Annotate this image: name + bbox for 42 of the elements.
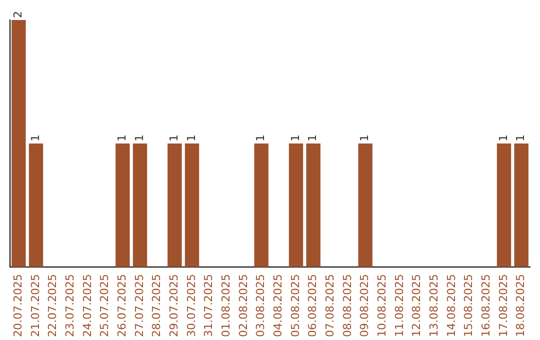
data-label: 1 (288, 134, 302, 142)
x-tick-label: 16.08.2025 (480, 274, 493, 338)
x-tick-label: 15.08.2025 (462, 274, 476, 338)
x-tick-label: 07.08.2025 (324, 274, 337, 338)
x-tick-label: 13.08.2025 (428, 274, 441, 338)
x-tick-label: 12.08.2025 (410, 274, 424, 338)
data-label: 1 (28, 134, 42, 142)
data-label: 1 (306, 134, 320, 142)
x-tick-label: 08.08.2025 (340, 274, 354, 338)
x-tick-label: 23.07.2025 (64, 274, 77, 338)
x-tick-label: 10.08.2025 (376, 274, 389, 338)
data-label: 1 (168, 134, 181, 142)
x-tick-label: 17.08.2025 (496, 274, 510, 338)
data-label: 1 (116, 134, 129, 142)
data-label: 1 (254, 134, 268, 142)
x-tick-label: 31.07.2025 (202, 274, 216, 338)
x-tick-label: 18.08.2025 (514, 274, 528, 338)
data-label: 2 (12, 11, 25, 18)
x-tick-label: 21.07.2025 (28, 274, 42, 338)
data-label: 1 (496, 134, 510, 142)
x-tick-label: 09.08.2025 (358, 274, 372, 338)
x-tick-label: 26.07.2025 (116, 274, 129, 338)
x-tick-label: 30.07.2025 (184, 274, 198, 338)
x-tick-label: 24.07.2025 (80, 274, 94, 338)
x-tick-label: 03.08.2025 (254, 274, 268, 338)
x-tick-label: 05.08.2025 (288, 274, 302, 338)
x-tick-label: 11.08.2025 (392, 274, 406, 338)
x-tick-label: 27.07.2025 (132, 274, 146, 338)
x-tick-label: 29.07.2025 (168, 274, 181, 338)
x-tick-label: 01.08.2025 (220, 274, 233, 338)
data-label: 1 (132, 134, 146, 142)
x-tick-label: 14.08.2025 (444, 274, 458, 338)
data-label: 1 (514, 134, 528, 142)
x-tick-label: 22.07.2025 (46, 274, 60, 338)
x-tick-label: 02.08.2025 (236, 274, 250, 338)
data-label: 1 (184, 134, 198, 142)
x-tick-label: 20.07.2025 (12, 274, 25, 338)
data-label: 1 (358, 134, 372, 142)
x-tick-label: 06.08.2025 (306, 274, 320, 338)
x-tick-label: 28.07.2025 (150, 274, 164, 338)
x-tick-label: 25.07.2025 (98, 274, 112, 338)
x-tick-label: 04.08.2025 (272, 274, 285, 338)
